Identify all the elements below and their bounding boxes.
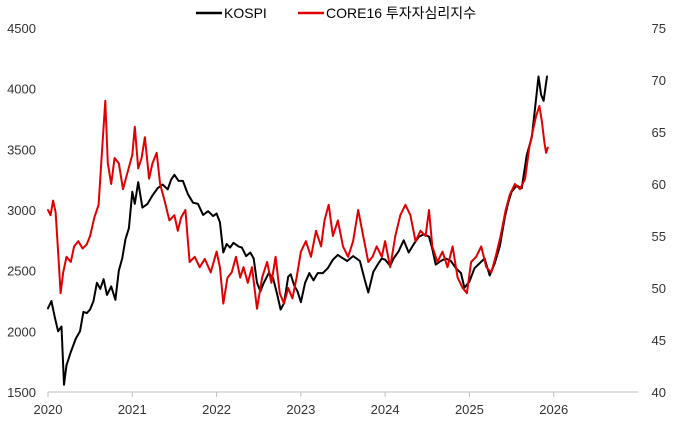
x-axis: 2020 2021 2022 2023 2024 2025 2026: [34, 392, 568, 417]
y-left-tick-label: 3500: [7, 142, 36, 157]
x-tick-label: 2026: [539, 402, 568, 417]
y-left-tick-label: 4000: [7, 82, 36, 97]
y-left-tick-label: 1500: [7, 385, 36, 400]
y-right-tick-label: 75: [652, 21, 666, 36]
y-right-tick-label: 60: [652, 177, 666, 192]
y-axis-right: 40 45 50 55 60 65 70 75: [652, 21, 666, 400]
x-tick-label: 2021: [118, 402, 147, 417]
x-tick-label: 2020: [34, 402, 63, 417]
x-tick-label: 2023: [286, 402, 315, 417]
y-right-tick-label: 40: [652, 385, 666, 400]
series-line-kospi: [47, 75, 548, 386]
legend: KOSPI CORE16 투자자심리지수: [196, 5, 476, 21]
y-left-tick-label: 2500: [7, 264, 36, 279]
y-left-tick-label: 2000: [7, 324, 36, 339]
series-line-core16: [47, 99, 549, 310]
y-right-tick-label: 70: [652, 73, 666, 88]
x-tick-label: 2024: [371, 402, 400, 417]
x-tick-label: 2022: [202, 402, 231, 417]
y-left-tick-label: 3000: [7, 203, 36, 218]
legend-label-kospi: KOSPI: [224, 5, 267, 21]
series-layer: [47, 75, 549, 386]
x-tick-label: 2025: [455, 402, 484, 417]
y-right-tick-label: 45: [652, 333, 666, 348]
y-left-tick-label: 4500: [7, 21, 36, 36]
y-axis-left: 1500 2000 2500 3000 3500 4000 4500: [7, 21, 36, 400]
legend-label-core16: CORE16 투자자심리지수: [326, 5, 476, 21]
y-right-tick-label: 55: [652, 229, 666, 244]
y-right-tick-label: 50: [652, 281, 666, 296]
y-right-tick-label: 65: [652, 125, 666, 140]
